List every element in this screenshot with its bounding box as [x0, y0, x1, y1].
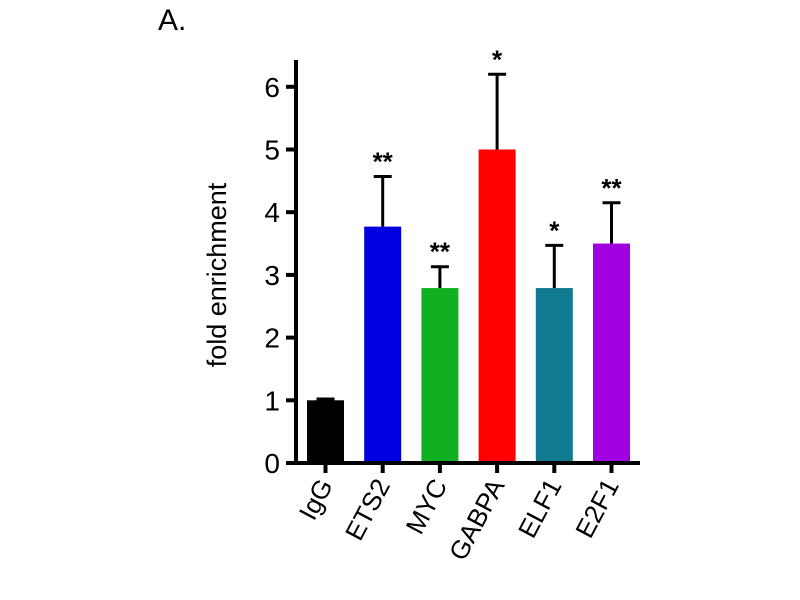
significance-marker: *: [492, 44, 503, 74]
panel-label: A.: [158, 4, 186, 37]
bar-e2f1: [593, 243, 630, 463]
significance-marker: *: [549, 215, 560, 245]
significance-marker: **: [373, 146, 394, 176]
bar-myc: [421, 288, 459, 463]
significance-marker: **: [430, 237, 451, 267]
y-tick-label: 5: [264, 135, 280, 166]
y-tick-label: 4: [264, 197, 280, 228]
x-tick-label: ELF1: [512, 474, 568, 543]
y-tick-label: 2: [264, 323, 280, 354]
bar-elf1: [535, 288, 573, 463]
y-axis-label: fold enrichment: [202, 182, 232, 367]
bar-gabpa: [478, 149, 516, 463]
x-tick-label: E2F1: [569, 474, 625, 543]
y-tick-label: 6: [264, 72, 280, 103]
y-tick-label: 0: [264, 448, 280, 479]
x-tick-label: GABPA: [443, 473, 511, 565]
y-tick-label: 3: [264, 260, 280, 291]
y-tick-label: 1: [264, 385, 280, 416]
bar-igg: [307, 400, 344, 463]
x-tick-label: IgG: [293, 474, 339, 525]
significance-marker: **: [601, 173, 622, 203]
bar-ets2: [364, 226, 402, 463]
x-tick-label: ETS2: [339, 474, 396, 546]
x-tick-label: MYC: [400, 474, 454, 539]
